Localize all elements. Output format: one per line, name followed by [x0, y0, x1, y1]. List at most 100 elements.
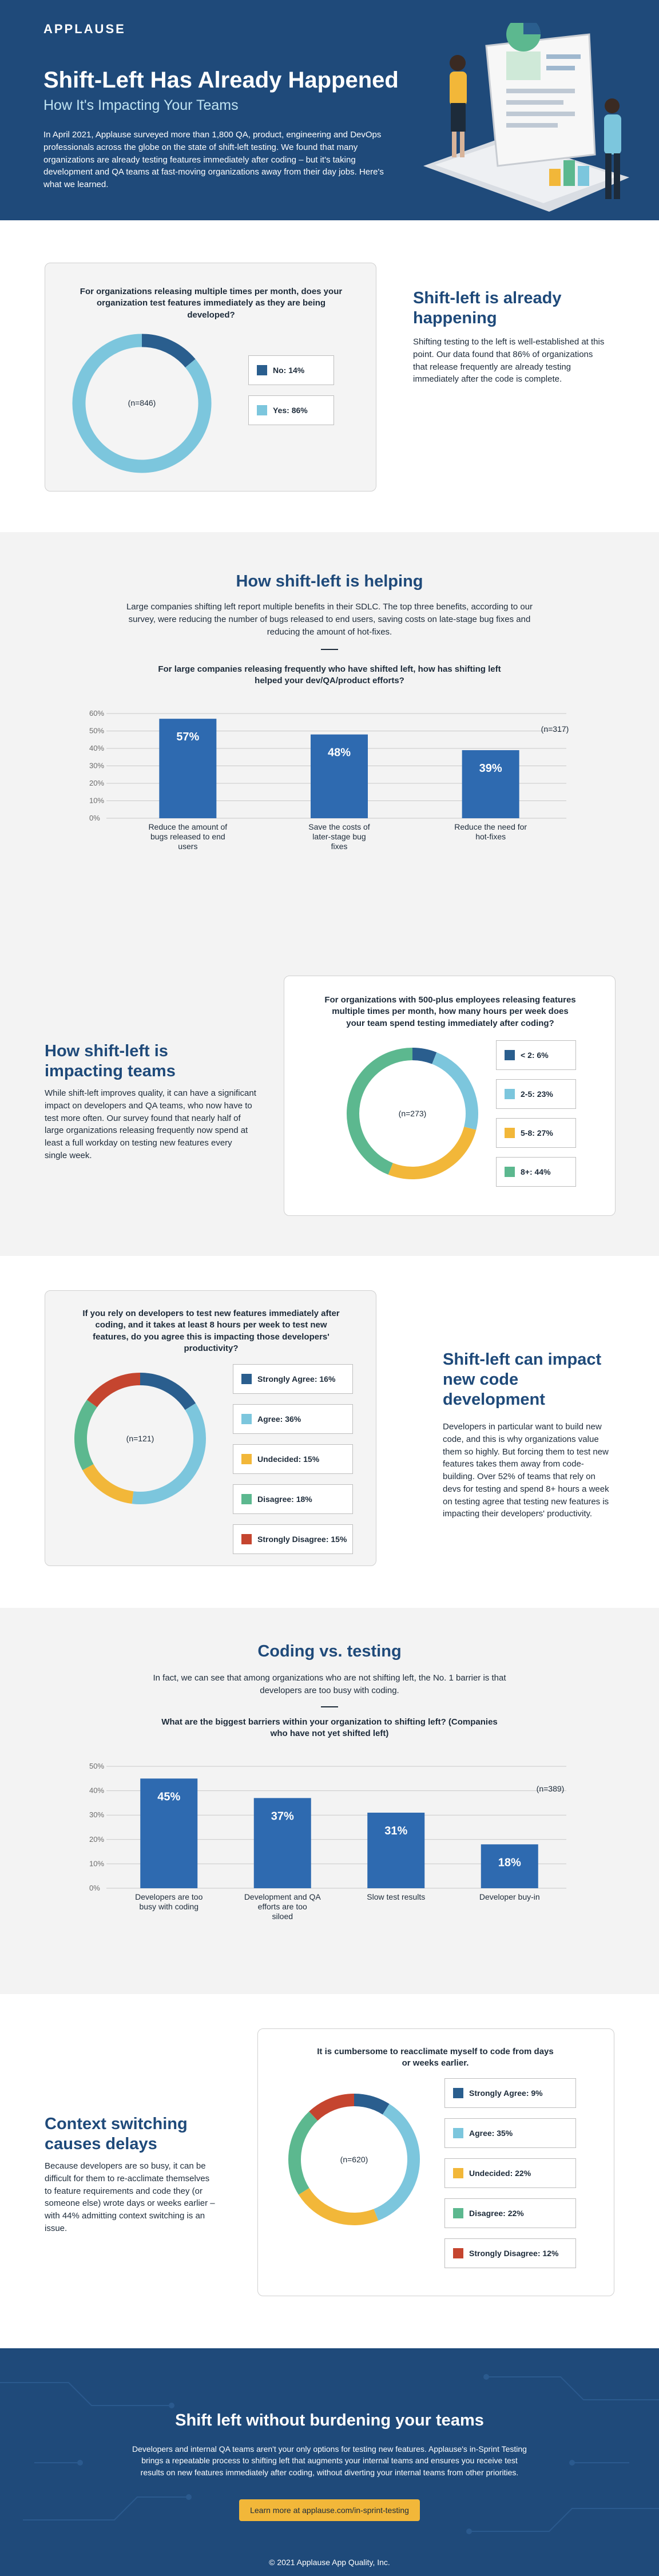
legend-label: Agree: 35% [469, 2129, 513, 2138]
donut-slice-0 [354, 2094, 390, 2115]
section-3-body: While shift-left improves quality, it ca… [45, 1088, 256, 1160]
legend-swatch [257, 405, 267, 415]
legend-item: < 2: 6% [496, 1040, 576, 1070]
section-impacting-teams: How shift-left is impacting teams While … [0, 941, 659, 1256]
bar [311, 734, 368, 818]
legend-swatch [453, 2168, 463, 2178]
y-tick-label: 40% [89, 1786, 104, 1795]
legend-item: Strongly Disagree: 12% [444, 2238, 576, 2268]
chart-6-n: (n=620) [340, 2155, 368, 2164]
bar-chart-2: 0% 10% 20% 30% 40% 50% 60% 57% Reduce the amount… [89, 709, 566, 850]
donut-card-3: For organizations with 500-plus employee… [284, 976, 616, 1216]
section-5-body: In fact, we can see that among organizat… [153, 1673, 506, 1695]
legend-swatch [257, 365, 267, 375]
donut-slice-2 [82, 1464, 134, 1504]
legend-item: Disagree: 22% [444, 2198, 576, 2228]
legend-swatch [505, 1050, 515, 1060]
legend-item: 5-8: 27% [496, 1118, 576, 1148]
legend-label: 5-8: 27% [521, 1128, 553, 1138]
legend-label: 8+: 44% [521, 1167, 551, 1176]
chart-5-n: (n=389) [536, 1784, 565, 1793]
section-2-divider [321, 649, 338, 650]
section-new-code: If you rely on developers to test new fe… [0, 1256, 659, 1608]
section-2-body: Large companies shifting left report mul… [126, 602, 533, 637]
bar-value-label: 39% [479, 762, 502, 775]
section-1-heading: Shift-left is already happening [413, 289, 562, 327]
legend-swatch [453, 2128, 463, 2138]
chart-3-n: (n=273) [398, 1109, 427, 1118]
bar [367, 1812, 425, 1888]
page-title: Shift-Left Has Already Happened [43, 68, 399, 93]
bar-value-label: 57% [176, 731, 199, 743]
legend-label: Strongly Disagree: 12% [469, 2249, 559, 2258]
legend-item: Disagree: 18% [233, 1484, 353, 1514]
donut-slice-1 [431, 1052, 478, 1130]
bar-value-label: 37% [271, 1810, 294, 1822]
legend-item: Agree: 35% [444, 2118, 576, 2148]
section-coding-vs-testing: Coding vs. testing In fact, we can see t… [0, 1608, 659, 1994]
legend-label: Strongly Disagree: 15% [257, 1535, 347, 1544]
y-tick-label: 50% [89, 727, 104, 735]
applause-logo: APPLAUSE [43, 22, 126, 36]
y-tick-label: 20% [89, 779, 104, 787]
x-category-label: Save the costs of later-stage bug fixes [308, 822, 370, 850]
legend-item: Strongly Disagree: 15% [233, 1524, 353, 1554]
donut-chart-6 [288, 2094, 420, 2225]
y-tick-label: 30% [89, 1810, 104, 1819]
legend-swatch [241, 1494, 252, 1504]
section-context-switching: Context switching causes delays Because … [0, 1994, 659, 2348]
legend-item: No: 14% [248, 355, 334, 385]
chart-2-n: (n=317) [541, 724, 569, 734]
donut-slice-3 [288, 2111, 318, 2195]
donut-slice-1 [374, 2103, 420, 2221]
y-tick-label: 50% [89, 1762, 104, 1770]
x-category-label: Developers are too busy with coding [135, 1892, 203, 1911]
y-tick-label: 0% [89, 814, 100, 822]
legend-item: 2-5: 23% [496, 1079, 576, 1109]
chart-2-question: For large companies releasing frequently… [158, 664, 501, 686]
x-category-label: Reduce the amount of bugs released to end… [148, 822, 227, 850]
legend-swatch [505, 1089, 515, 1099]
hero-banner: APPLAUSE Shift-Left Has Already Happened… [0, 0, 659, 220]
legend-label: Strongly Agree: 9% [469, 2088, 543, 2098]
y-tick-label: 10% [89, 1859, 104, 1868]
donut-slice-0 [140, 1373, 196, 1410]
section-4-heading: Shift-left can impact new code developme… [443, 1350, 602, 1409]
section-6-body: Because developers are so busy, it can b… [45, 2161, 215, 2233]
footer-body: Developers and internal QA teams aren't … [132, 2444, 527, 2477]
x-category-label: Reduce the need for hot-fixes [454, 822, 527, 841]
donut-chart-1 [72, 334, 212, 473]
y-tick-label: 60% [89, 709, 104, 718]
bar-value-label: 45% [157, 1790, 180, 1803]
donut-slice-3 [74, 1400, 97, 1471]
section-2-heading: How shift-left is helping [236, 572, 423, 591]
copyright: © 2021 Applause App Quality, Inc. [269, 2558, 390, 2567]
y-tick-label: 0% [89, 1884, 100, 1892]
bar-value-label: 31% [384, 1825, 407, 1837]
donut-card-6: It is cumbersome to reacclimate myself t… [257, 2028, 614, 2296]
learn-more-button[interactable]: Learn more at applause.com/in-sprint-tes… [239, 2499, 420, 2521]
legend-item: Yes: 86% [248, 395, 334, 425]
chart-1-question: For organizations releasing multiple tim… [80, 287, 343, 320]
donut-slice-0 [412, 1048, 437, 1064]
section-5-divider [321, 1706, 338, 1707]
donut-chart-4 [74, 1373, 206, 1504]
chart-5-question: What are the biggest barriers within you… [161, 1717, 498, 1739]
legend-item: Undecided: 15% [233, 1444, 353, 1474]
intro-text: In April 2021, Applause surveyed more th… [43, 130, 384, 189]
donut-slice-1 [132, 1403, 206, 1504]
section-1-body: Shifting testing to the left is well-est… [413, 337, 605, 385]
chart-1-n: (n=846) [128, 398, 156, 407]
donut-slice-2 [298, 2187, 379, 2225]
x-category-label: Developer buy-in [479, 1892, 540, 1901]
donut-slice-0 [141, 334, 196, 368]
legend-swatch [241, 1454, 252, 1464]
legend-swatch [453, 2208, 463, 2218]
chart-4-question: If you rely on developers to test new fe… [82, 1309, 340, 1353]
section-how-helping: How shift-left is helping Large companie… [0, 532, 659, 941]
legend-label: Undecided: 15% [257, 1455, 320, 1464]
y-tick-label: 10% [89, 796, 104, 805]
legend-label: 2-5: 23% [521, 1089, 553, 1099]
footer-heading: Shift left without burdening your teams [175, 2411, 484, 2430]
legend-label: Disagree: 18% [257, 1495, 312, 1504]
